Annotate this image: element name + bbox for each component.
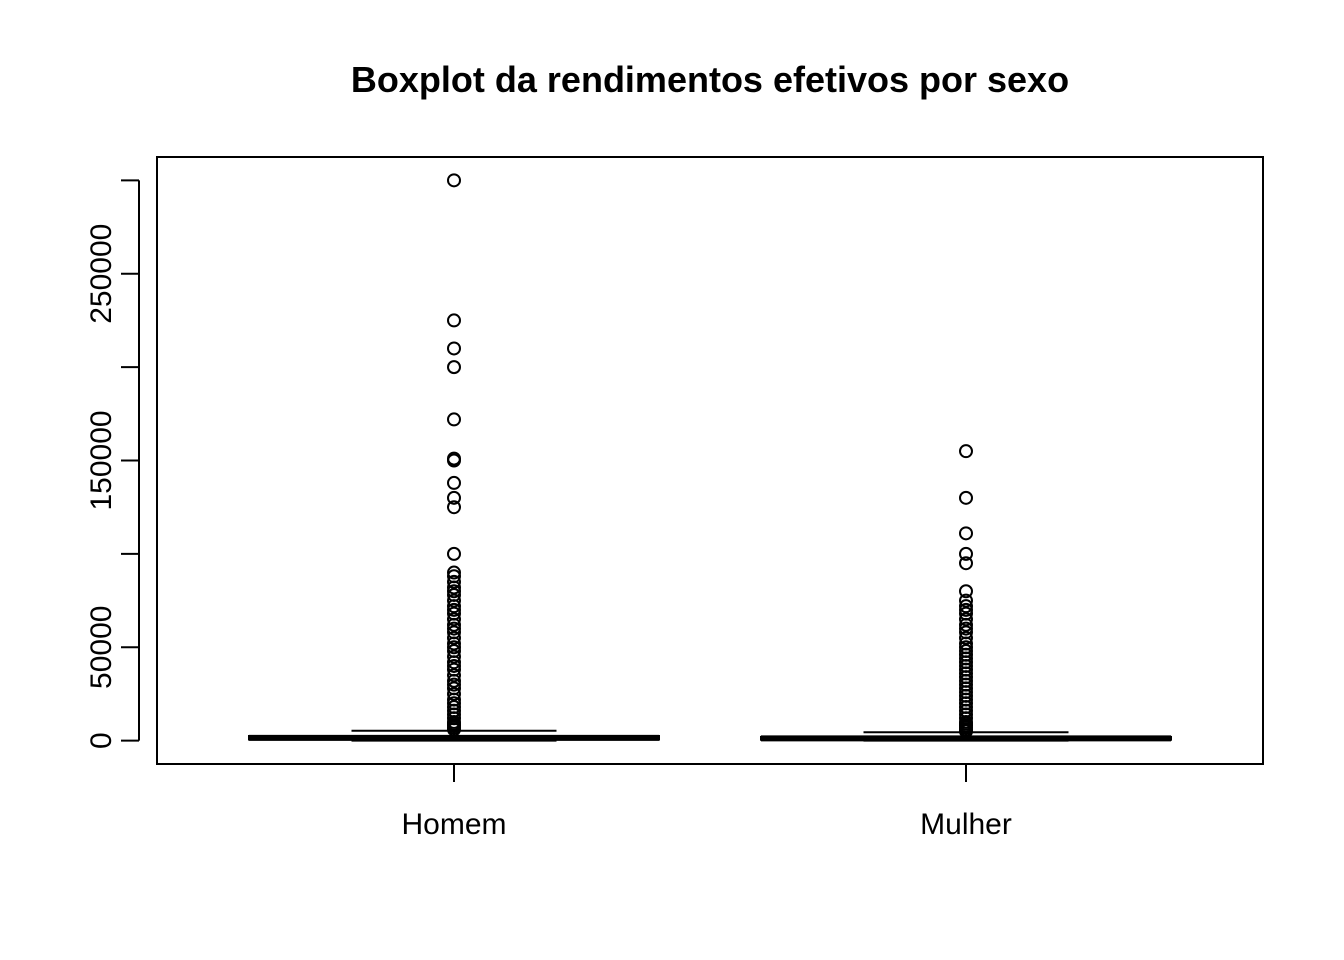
outlier-point <box>447 565 461 580</box>
y-tick-label: 0 <box>85 732 118 749</box>
x-tick-label: Homem <box>401 808 506 841</box>
outlier-point <box>447 360 461 375</box>
outlier-point <box>447 640 461 655</box>
outlier-point <box>959 724 973 739</box>
outlier-point <box>959 556 973 571</box>
outlier-point <box>447 621 461 636</box>
outlier-point <box>959 444 973 459</box>
y-tick-label: 150000 <box>85 410 118 510</box>
outlier-point <box>447 722 461 737</box>
y-tick-label: 50000 <box>85 606 118 689</box>
outlier-point <box>447 677 461 692</box>
outlier-point <box>959 593 973 608</box>
outlier-point <box>959 612 973 627</box>
outlier-point <box>959 630 973 645</box>
outlier-point <box>447 636 461 651</box>
outlier-point <box>447 412 461 427</box>
outlier-point <box>447 630 461 645</box>
outlier-point <box>447 584 461 599</box>
outlier-point <box>447 668 461 683</box>
outlier-point <box>447 574 461 589</box>
outlier-point <box>447 313 461 328</box>
outlier-point <box>447 686 461 701</box>
outlier-point <box>447 500 461 515</box>
outlier-point <box>447 453 461 468</box>
outlier-point <box>959 490 973 505</box>
outlier-point <box>447 602 461 617</box>
x-axis: Homem Mulher <box>401 764 1012 841</box>
outlier-point <box>447 173 461 188</box>
chart-title: Boxplot da rendimentos efetivos por sexo <box>351 59 1069 100</box>
outlier-point <box>447 475 461 490</box>
outlier-point <box>447 649 461 664</box>
outlier-point <box>447 546 461 561</box>
outlier-point <box>959 526 973 541</box>
outlier-point <box>959 617 973 632</box>
outlier-point <box>959 602 973 617</box>
y-axis: 0 50000 150000 250000 <box>85 179 140 749</box>
outlier-point <box>447 599 461 614</box>
outlier-point <box>959 621 973 636</box>
box-homem <box>248 173 660 742</box>
outlier-point <box>447 617 461 632</box>
outlier-point <box>447 580 461 595</box>
box-mulher <box>760 444 1172 742</box>
outlier-point <box>447 612 461 627</box>
y-tick-label: 250000 <box>85 224 118 324</box>
outlier-point <box>447 341 461 356</box>
outlier-point <box>447 490 461 505</box>
outlier-point <box>959 599 973 614</box>
plot-frame <box>156 156 1264 765</box>
outlier-point <box>959 584 973 599</box>
outlier-point <box>959 546 973 561</box>
outlier-point <box>447 658 461 673</box>
x-tick-label: Mulher <box>920 808 1012 841</box>
boxes-group <box>248 173 1172 742</box>
outlier-point <box>447 673 461 688</box>
outlier-point <box>447 593 461 608</box>
outlier-point <box>447 655 461 670</box>
